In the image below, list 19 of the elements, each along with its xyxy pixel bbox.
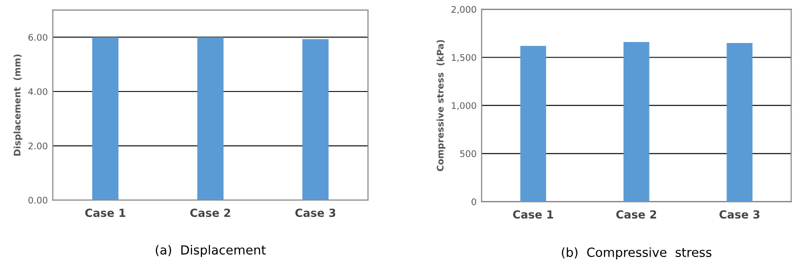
y-tick-label: 2,000 <box>452 6 476 14</box>
x-tick-label: Case 3 <box>295 208 336 218</box>
y-tick-label: 6.00 <box>28 34 48 41</box>
x-tick-label: Case 2 <box>616 210 656 219</box>
x-tick-label: Case 2 <box>190 208 230 218</box>
y-tick-label: 1,500 <box>452 54 476 62</box>
y-tick-label: 1,000 <box>452 102 476 110</box>
y-tick-label: 4.00 <box>28 88 48 96</box>
x-tick-label: Case 3 <box>719 210 760 219</box>
y-tick-label: 2.00 <box>28 142 48 150</box>
text: (a) Displacement <box>156 244 266 258</box>
y-tick-label: 500 <box>460 150 476 158</box>
text: (b) Compressive stress <box>562 247 712 260</box>
y-axis-title: Displacement (mm) <box>14 54 22 156</box>
x-tick-label: Case 1 <box>85 208 126 218</box>
y-axis-title: Compressive stress (kPa) <box>436 40 446 172</box>
x-tick-label: Case 1 <box>513 210 554 219</box>
y-tick-label: 0 <box>472 198 476 206</box>
y-tick-label: 0.00 <box>28 196 48 204</box>
